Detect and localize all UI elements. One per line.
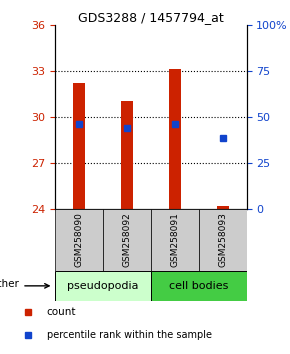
Bar (217, 206, 229, 209)
Bar (55, 209, 103, 271)
Bar (169, 69, 181, 209)
Text: GSM258093: GSM258093 (218, 212, 227, 267)
Text: GSM258091: GSM258091 (170, 212, 179, 267)
Text: GSM258090: GSM258090 (75, 212, 84, 267)
Text: count: count (46, 307, 76, 318)
Bar (73, 83, 85, 209)
Title: GDS3288 / 1457794_at: GDS3288 / 1457794_at (78, 11, 224, 24)
Bar (55, 271, 151, 301)
Bar (151, 271, 246, 301)
Text: GSM258092: GSM258092 (122, 212, 131, 267)
Bar (103, 209, 151, 271)
Bar (151, 209, 199, 271)
Text: percentile rank within the sample: percentile rank within the sample (46, 330, 211, 341)
Bar (199, 209, 246, 271)
Text: other: other (0, 279, 19, 289)
Bar (121, 102, 133, 209)
Text: pseudopodia: pseudopodia (67, 281, 139, 291)
Text: cell bodies: cell bodies (169, 281, 228, 291)
